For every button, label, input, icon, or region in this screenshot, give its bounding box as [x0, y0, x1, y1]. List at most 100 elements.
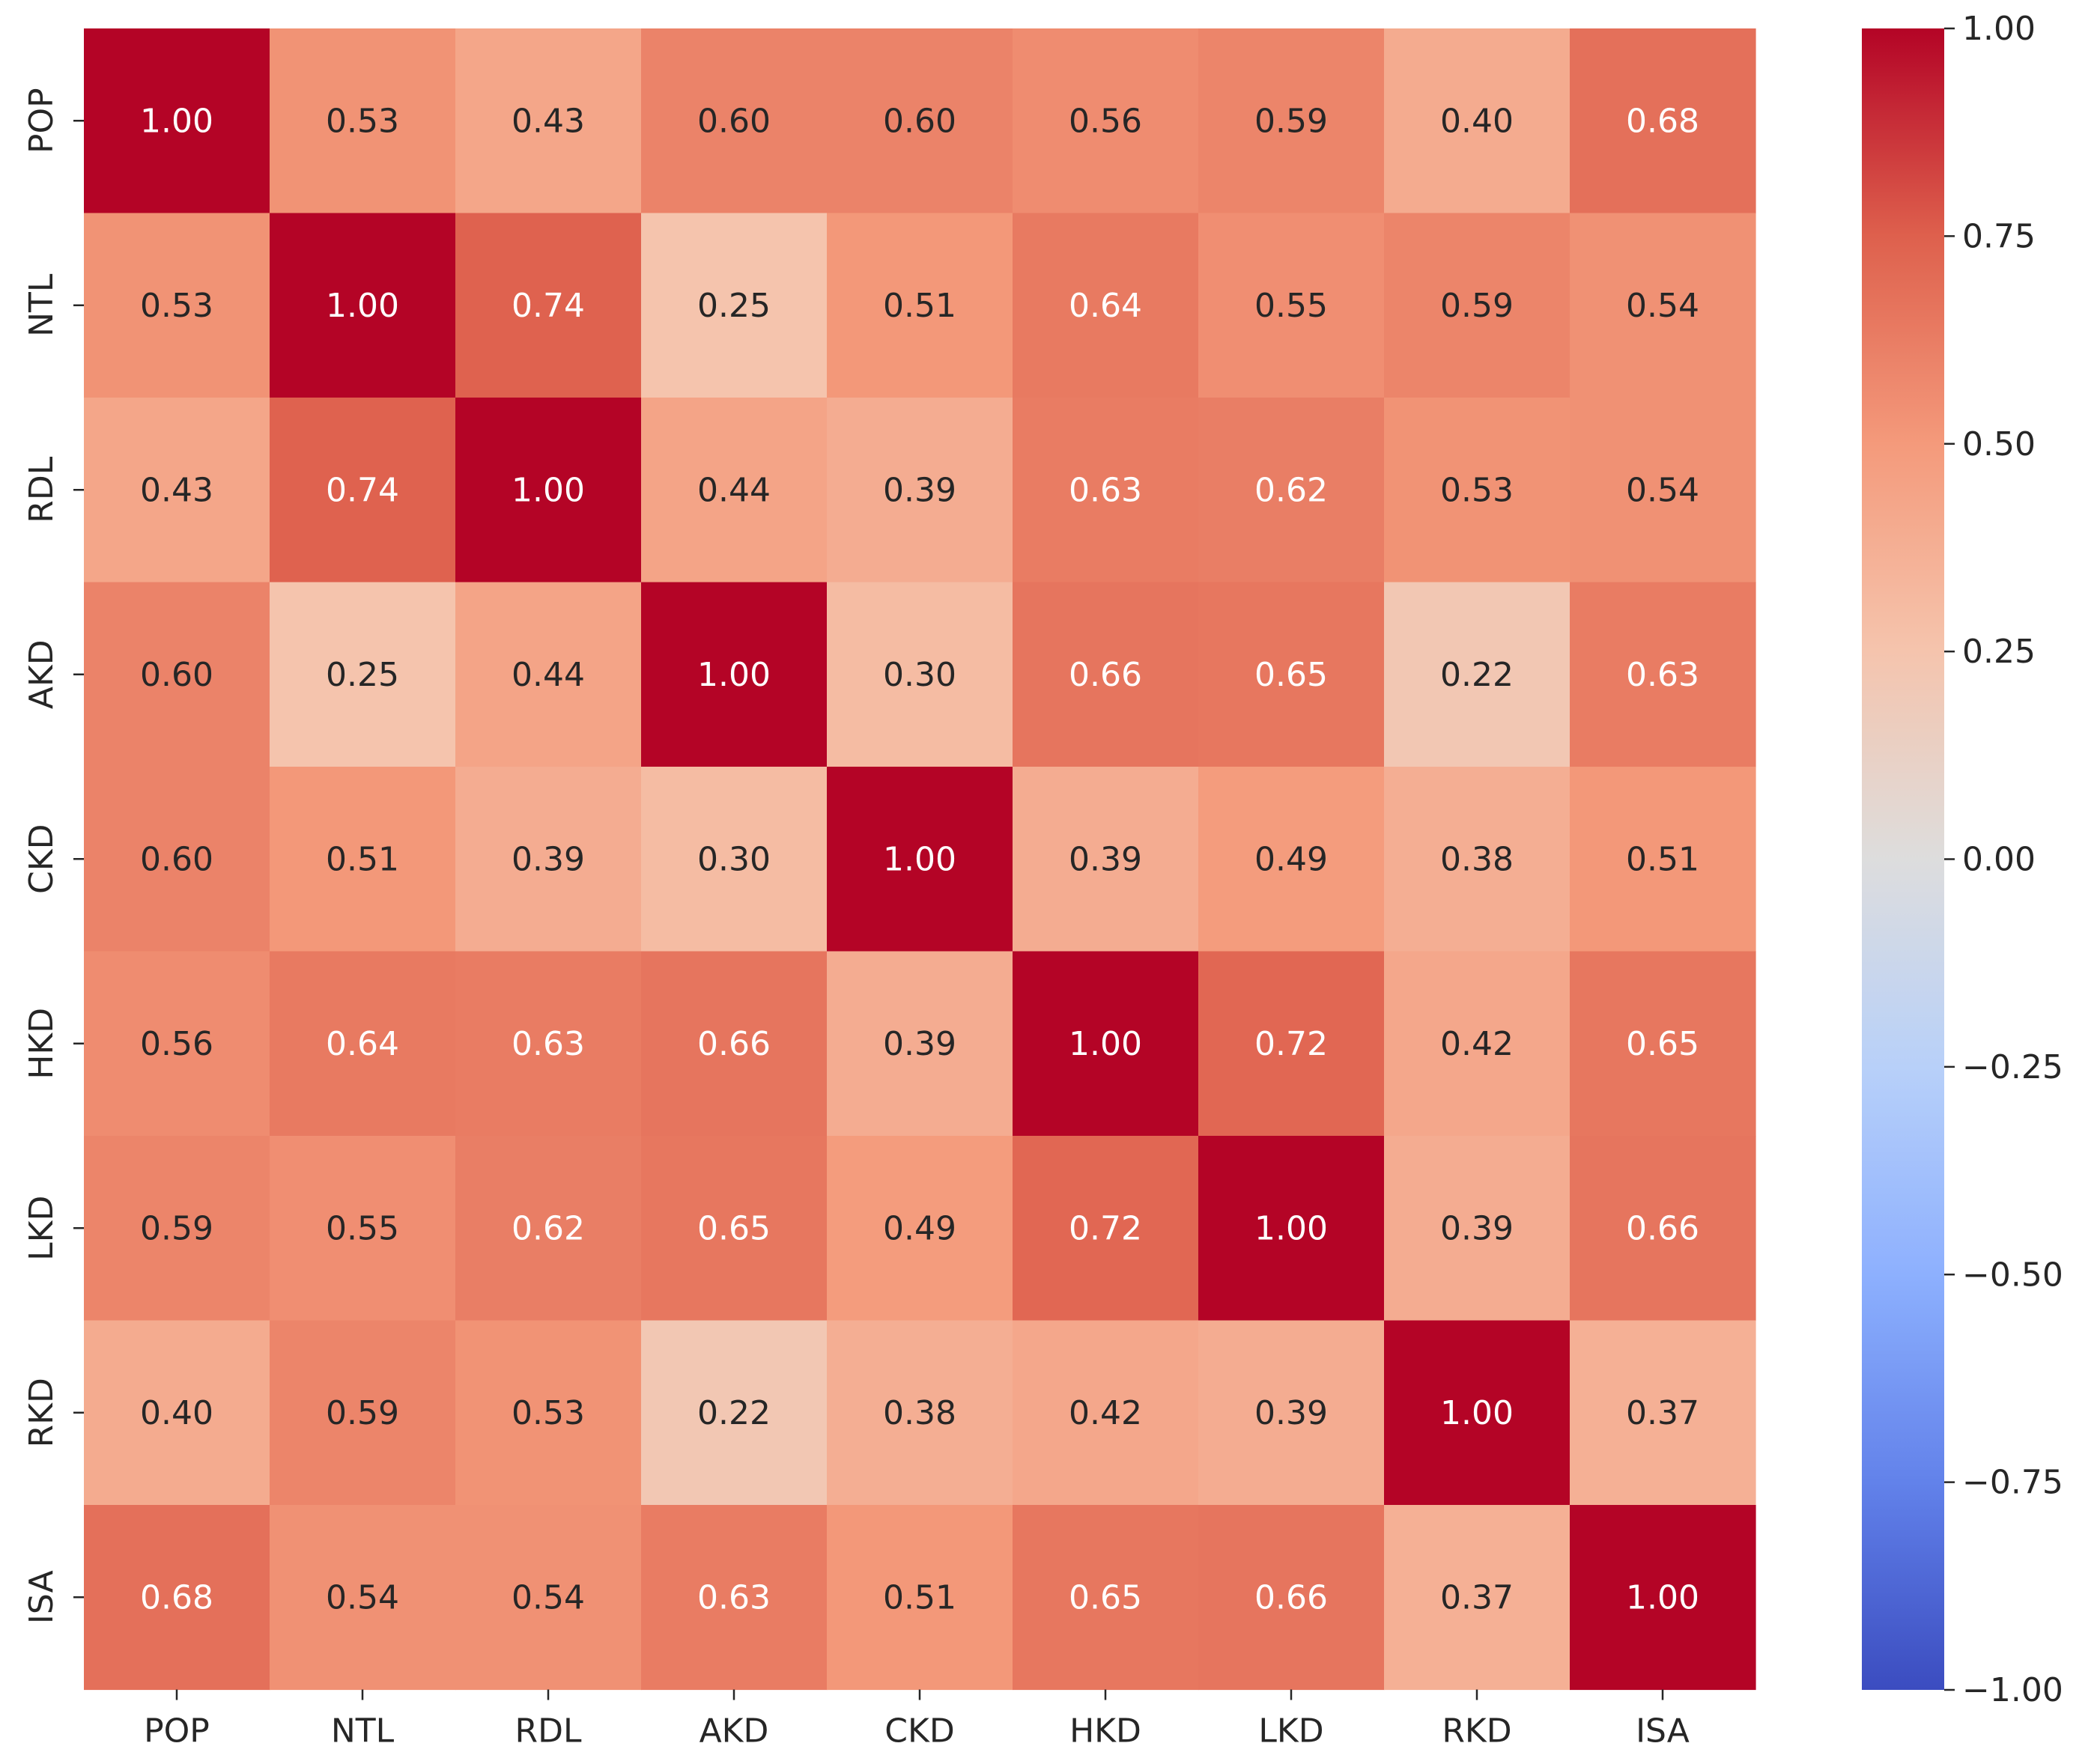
cell-value-label: 1.00	[1254, 1209, 1328, 1247]
cell-value-label: 0.74	[326, 471, 399, 509]
cell-value-label: 0.59	[140, 1209, 213, 1247]
colorbar-gradient-bar	[1862, 28, 1944, 1690]
heatmap-cell-hkd-rdl	[455, 951, 642, 1137]
cell-value-label: 0.25	[326, 656, 399, 694]
heatmap-cell-ckd-akd	[641, 767, 828, 952]
heatmap-cell-ntl-hkd	[1013, 213, 1199, 398]
heatmap-cell-pop-akd	[641, 28, 828, 214]
cell-value-label: 0.54	[1626, 287, 1699, 325]
heatmap-cell-hkd-ntl	[270, 951, 456, 1137]
heatmap-cell-ntl-pop	[84, 213, 270, 398]
cell-value-label: 0.59	[1440, 287, 1514, 325]
cell-value-label: 0.66	[1069, 656, 1142, 694]
x-tick-label-rkd: RKD	[1442, 1712, 1511, 1751]
heatmap-cell-akd-hkd	[1013, 582, 1199, 767]
cell-value-label: 0.68	[1626, 102, 1699, 140]
cell-value-label: 0.38	[1440, 840, 1514, 878]
heatmap-cell-isa-ntl	[270, 1505, 456, 1691]
heatmap-cell-hkd-akd	[641, 951, 828, 1137]
heatmap-cell-ckd-lkd	[1198, 767, 1385, 952]
cell-value-label: 0.55	[1254, 287, 1328, 325]
heatmap-cell-rkd-pop	[84, 1320, 270, 1506]
x-tick-label-isa: ISA	[1636, 1712, 1690, 1751]
cell-value-label: 0.74	[512, 287, 585, 325]
colorbar-tick-label: 0.00	[1962, 841, 2036, 879]
cell-value-label: 0.44	[697, 471, 771, 509]
heatmap-cell-ckd-ntl	[270, 767, 456, 952]
heatmap-cell-rdl-ckd	[827, 398, 1013, 583]
heatmap-cell-rdl-hkd	[1013, 398, 1199, 583]
cell-value-label: 1.00	[1069, 1025, 1142, 1063]
heatmap-cell-akd-akd	[641, 582, 828, 767]
cell-value-label: 0.62	[512, 1209, 585, 1247]
heatmap-cell-akd-rkd	[1384, 582, 1571, 767]
cell-value-label: 0.63	[1069, 471, 1142, 509]
colorbar-tick-label: 0.75	[1962, 217, 2036, 255]
cell-value-label: 0.51	[326, 840, 399, 878]
cell-value-label: 0.56	[140, 1025, 213, 1063]
heatmap-cell-isa-akd	[641, 1505, 828, 1691]
cell-value-label: 0.43	[140, 471, 213, 509]
cell-value-label: 0.54	[1626, 471, 1699, 509]
heatmap-cell-ckd-pop	[84, 767, 270, 952]
x-axis: POP NTL RDL AKD CKD HKD LKD RKD ISA	[144, 1689, 1690, 1751]
cell-value-label: 0.65	[1254, 656, 1328, 694]
y-tick-label-rdl: RDL	[22, 456, 61, 523]
heatmap-cell-isa-rdl	[455, 1505, 642, 1691]
colorbar-tick-label: 1.00	[1962, 10, 2036, 48]
heatmap-cell-pop-rdl	[455, 28, 642, 214]
heatmap-cell-ntl-rkd	[1384, 213, 1571, 398]
heatmap-cell-rkd-rkd	[1384, 1320, 1571, 1506]
heatmap-cell-akd-ntl	[270, 582, 456, 767]
colorbar-tick-label: −1.00	[1962, 1671, 2063, 1709]
cell-value-label: 0.60	[697, 102, 771, 140]
heatmap-cell-pop-ckd	[827, 28, 1013, 214]
cell-value-label: 0.59	[1254, 102, 1328, 140]
cell-value-label: 0.72	[1069, 1209, 1142, 1247]
cell-value-label: 0.53	[1440, 471, 1514, 509]
heatmap-cell-isa-isa	[1570, 1505, 1756, 1691]
heatmap-cell-ntl-isa	[1570, 213, 1756, 398]
heatmap-cell-rdl-akd	[641, 398, 828, 583]
heatmap-cell-isa-pop	[84, 1505, 270, 1691]
cell-value-label: 0.72	[1254, 1025, 1328, 1063]
cell-value-label: 0.39	[512, 840, 585, 878]
cell-value-label: 0.49	[1254, 840, 1328, 878]
cell-value-label: 0.43	[512, 102, 585, 140]
heatmap-cell-ckd-rdl	[455, 767, 642, 952]
colorbar-tick-label: −0.75	[1962, 1464, 2063, 1502]
cell-value-label: 0.51	[883, 1578, 956, 1617]
heatmap-cell-pop-lkd	[1198, 28, 1385, 214]
cell-value-label: 0.53	[512, 1394, 585, 1432]
y-tick-label-hkd: HKD	[22, 1008, 61, 1080]
cell-value-label: 0.39	[883, 471, 956, 509]
heatmap-cell-lkd-akd	[641, 1136, 828, 1322]
heatmap-cell-rdl-rkd	[1384, 398, 1571, 583]
cell-value-label: 1.00	[140, 102, 213, 140]
x-tick-label-hkd: HKD	[1069, 1712, 1141, 1751]
heatmap-cell-akd-lkd	[1198, 582, 1385, 767]
cell-value-label: 0.37	[1626, 1394, 1699, 1432]
heatmap-cell-lkd-pop	[84, 1136, 270, 1322]
heatmap-cell-ntl-lkd	[1198, 213, 1385, 398]
x-tick-label-lkd: LKD	[1258, 1712, 1323, 1751]
colorbar-tick-label: 0.25	[1962, 633, 2036, 671]
heatmap-cell-ntl-ckd	[827, 213, 1013, 398]
cell-value-label: 0.37	[1440, 1578, 1514, 1617]
cell-value-label: 0.30	[883, 656, 956, 694]
y-axis: POP NTL RDL AKD CKD HKD LKD RKD ISA	[22, 88, 84, 1624]
cell-value-label: 1.00	[326, 287, 399, 325]
heatmap-cell-hkd-hkd	[1013, 951, 1199, 1137]
cell-value-label: 0.54	[512, 1578, 585, 1617]
cell-value-label: 0.22	[1440, 656, 1514, 694]
cell-value-label: 0.42	[1440, 1025, 1514, 1063]
heatmap-cell-rdl-ntl	[270, 398, 456, 583]
cell-value-label: 0.38	[883, 1394, 956, 1432]
colorbar-tick-label: −0.25	[1962, 1048, 2063, 1086]
heatmap-grid: 1.00 0.53 0.43 0.60 0.60 0.56 0.59 0.40 0.68 0.53…	[84, 28, 1756, 1691]
cell-value-label: 0.40	[140, 1394, 213, 1432]
cell-value-label: 0.66	[697, 1025, 771, 1063]
cell-value-label: 0.63	[1626, 656, 1699, 694]
heatmap-cell-akd-isa	[1570, 582, 1756, 767]
